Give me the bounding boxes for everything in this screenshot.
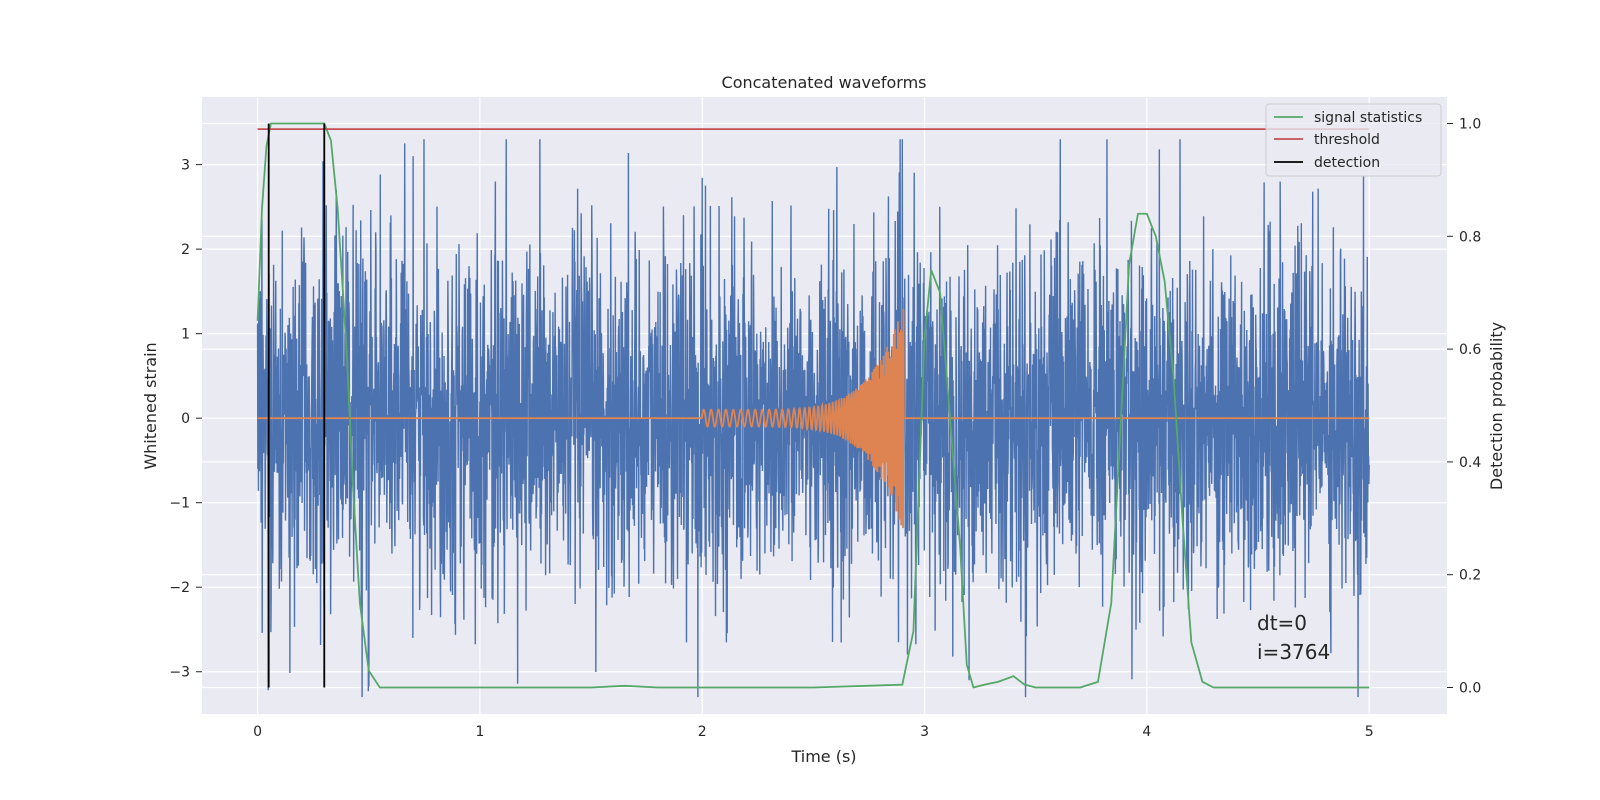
y2-tick-label: 0.6 (1459, 342, 1481, 358)
y-tick-label: 3 (181, 158, 190, 174)
chart-title: Concatenated waveforms (722, 73, 927, 92)
y2-tick-label: 0.2 (1459, 568, 1481, 584)
y-tick-label: 0 (181, 411, 190, 427)
legend-label-detection: detection (1314, 155, 1380, 171)
legend: signal statistics threshold detection (1265, 103, 1442, 177)
tick-labels: 0 1 2 3 4 5 −3 −2 −1 0 1 2 3 0.0 0.2 0.4 0.6 0.8 1.0 (169, 117, 1481, 740)
x-tick-label: 4 (1142, 724, 1151, 740)
annotation-dt: dt=0 (1257, 611, 1307, 635)
x-tick-label: 5 (1365, 724, 1374, 740)
legend-box (1265, 103, 1442, 177)
x-tick-label: 3 (920, 724, 929, 740)
plot-area (256, 122, 1370, 698)
y-tick-label: −3 (169, 665, 190, 681)
x-tick-label: 2 (698, 724, 707, 740)
y-tick-label: −2 (169, 580, 190, 596)
series-signal-statistics (256, 122, 1370, 689)
y2-tick-label: 0.4 (1459, 455, 1481, 471)
x-tick-label: 1 (475, 724, 484, 740)
x-axis-label: Time (s) (790, 747, 856, 766)
annotation-i: i=3764 (1257, 640, 1330, 664)
x-tick-label: 0 (253, 724, 262, 740)
legend-label-threshold: threshold (1314, 132, 1380, 148)
y2-tick-label: 1.0 (1459, 117, 1481, 133)
y2-tick-label: 0.8 (1459, 229, 1481, 245)
y-tick-label: 2 (181, 242, 190, 258)
series-whitened-strain (256, 139, 1370, 698)
legend-label-signal-statistics: signal statistics (1314, 110, 1422, 126)
y-tick-label: 1 (181, 327, 190, 343)
y-tick-label: −1 (169, 496, 190, 512)
series-template-chirp (257, 308, 1370, 529)
y-axis-label: Whitened strain (141, 342, 160, 469)
y2-tick-label: 0.0 (1459, 680, 1481, 696)
y2-axis-label: Detection probability (1487, 322, 1506, 490)
